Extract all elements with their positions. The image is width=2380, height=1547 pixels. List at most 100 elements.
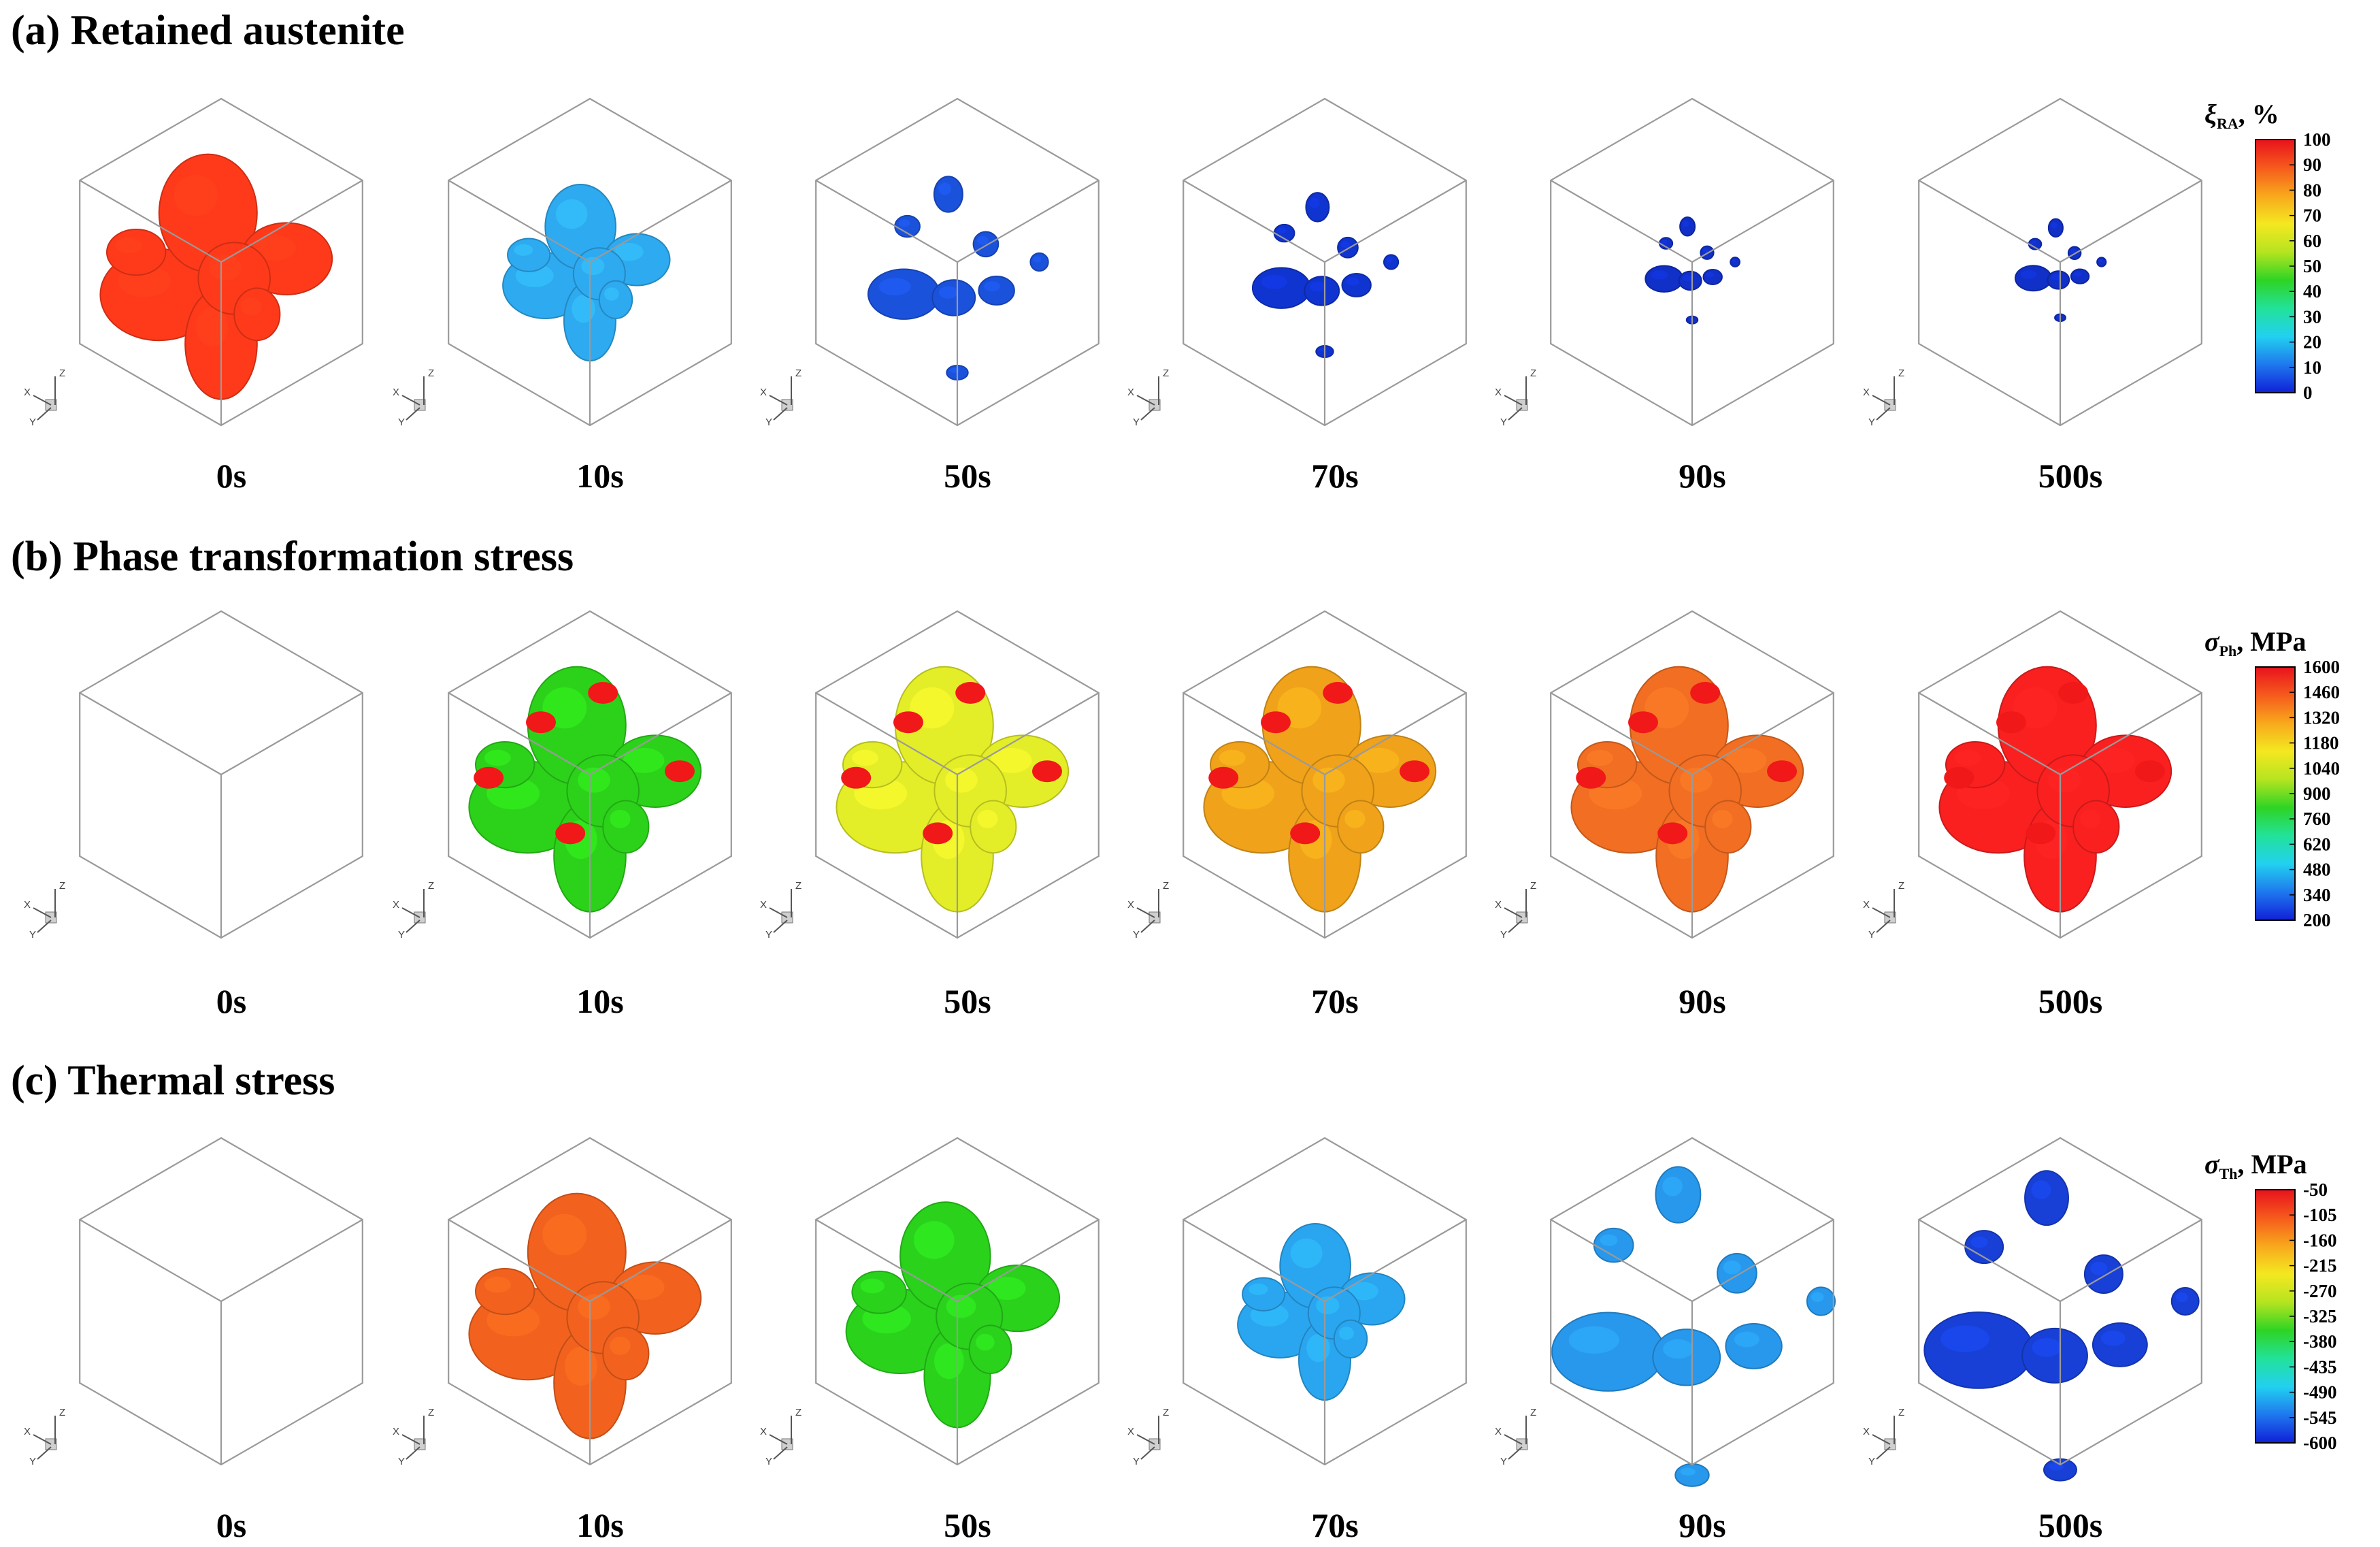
high-stress-patch (588, 682, 618, 704)
colorbar-tick-label: 100 (2303, 129, 2331, 150)
cube-snapshot: Z X Y 50s (760, 1137, 1100, 1544)
iso-surface-highlight (610, 1336, 631, 1355)
triad-x-axis (1136, 1434, 1155, 1445)
iso-surface-region (468, 666, 702, 913)
cube-snapshot: Z X Y 90s (1495, 1137, 1836, 1544)
triad-y-label: Y (398, 417, 405, 428)
time-label: 500s (2038, 457, 2102, 495)
iso-surface-region (99, 153, 333, 400)
colorbar-tick-label: 50 (2303, 256, 2321, 276)
colorbar-tick-label: 620 (2303, 834, 2331, 854)
axis-triad: Z X Y (393, 1407, 434, 1467)
triad-z-label: Z (1530, 1407, 1536, 1418)
triad-z-label: Z (1530, 368, 1536, 379)
triad-y-label: Y (1133, 1456, 1140, 1467)
iso-surface-blob (1242, 1277, 1286, 1312)
iso-surface-highlight (1386, 257, 1393, 263)
iso-surface-highlight (514, 244, 533, 256)
time-label: 70s (1311, 1506, 1358, 1544)
triad-x-label: X (1127, 1426, 1134, 1437)
panel-title: (c) Thermal stress (11, 1058, 335, 1104)
iso-surface-region (867, 176, 1049, 380)
triad-x-axis (33, 1434, 52, 1445)
triad-y-axis (37, 1446, 52, 1460)
axis-triad: Z X Y (1127, 880, 1169, 941)
iso-surface-blob (1730, 257, 1741, 267)
triad-z-label: Z (1163, 368, 1169, 379)
iso-surface-region (845, 1201, 1061, 1429)
triad-y-label: Y (1868, 1456, 1875, 1467)
cube-edge (589, 180, 732, 263)
high-stress-patch (1628, 711, 1658, 734)
iso-surface-highlight (988, 1277, 1026, 1301)
colorbar-tick-label: -270 (2303, 1281, 2337, 1301)
iso-surface-blob (2047, 218, 2064, 238)
cube-edge (2060, 1219, 2202, 1302)
cube-snapshot: Z X Y 500s (1863, 1137, 2202, 1544)
iso-surface-highlight (623, 1274, 665, 1300)
colorbar-tick-label: 60 (2303, 231, 2321, 251)
iso-surface-highlight (860, 1278, 885, 1294)
triad-x-label: X (1127, 387, 1134, 398)
iso-surface-highlight (977, 809, 998, 828)
cube-edge (2060, 692, 2202, 775)
iso-surface-highlight (1661, 240, 1668, 244)
cube-edge (1550, 692, 1693, 775)
triad-y-label: Y (1500, 417, 1507, 428)
high-stress-patch (841, 766, 872, 789)
high-stress-patch (1290, 822, 1321, 845)
colorbar-symbol: ξ (2204, 99, 2217, 129)
iso-surface-highlight (2051, 274, 2061, 281)
time-label: 50s (944, 982, 991, 1020)
iso-surface-blob (1337, 236, 1359, 259)
cube-edge (220, 1219, 363, 1302)
high-stress-patch (1208, 766, 1239, 789)
iso-surface-blob (1679, 216, 1696, 237)
iso-surface-highlight (2051, 222, 2057, 229)
iso-surface-highlight (1725, 747, 1767, 773)
triad-z-label: Z (428, 880, 434, 892)
iso-surface-highlight (196, 307, 229, 347)
iso-surface-highlight (1312, 767, 1345, 793)
high-stress-patch (1261, 711, 1291, 734)
triad-x-label: X (393, 387, 399, 398)
iso-surface-blob (2021, 1327, 2088, 1384)
triad-y-label: Y (765, 417, 772, 428)
colorbar-tick-label: -160 (2303, 1230, 2337, 1250)
iso-surface-blob (1593, 1227, 1634, 1263)
triad-y-axis (1508, 407, 1523, 421)
iso-surface-blob (602, 800, 650, 854)
iso-surface-blob (931, 279, 976, 316)
colorbar-tick-label: 1180 (2303, 733, 2339, 753)
panel-row-c: (c) Thermal stress Z X Y 0s Z X Y 10s Z X Y 50s Z X Y 70… (11, 1058, 2337, 1544)
iso-surface-blob (1704, 800, 1752, 854)
cube-edge (220, 180, 363, 263)
cube-edge (815, 180, 958, 263)
iso-surface-region (2015, 218, 2107, 323)
axis-triad: Z X Y (1863, 880, 1904, 941)
cube-edge (79, 180, 222, 263)
axis-triad: Z X Y (760, 368, 801, 428)
time-label: 50s (944, 457, 991, 495)
triad-x-label: X (1495, 899, 1502, 911)
iso-surface-highlight (938, 182, 952, 195)
iso-surface-blob (1305, 192, 1330, 223)
iso-surface-blob (968, 1324, 1012, 1374)
iso-surface-highlight (1940, 1325, 1990, 1352)
colorbar-tick-label: -380 (2303, 1331, 2337, 1352)
cube-edge (1918, 180, 2061, 263)
triad-x-axis (1504, 907, 1523, 918)
triad-y-label: Y (29, 417, 36, 428)
high-stress-patch (1323, 682, 1353, 704)
iso-surface-highlight (2048, 767, 2081, 793)
triad-x-axis (769, 395, 788, 406)
triad-y-axis (406, 1446, 420, 1460)
triad-y-label: Y (1133, 417, 1140, 428)
triad-y-axis (773, 407, 788, 421)
triad-x-label: X (393, 899, 399, 911)
triad-y-label: Y (1868, 929, 1875, 941)
triad-y-label: Y (1500, 1456, 1507, 1467)
iso-surface-highlight (484, 749, 511, 766)
iso-surface-blob (106, 229, 167, 276)
